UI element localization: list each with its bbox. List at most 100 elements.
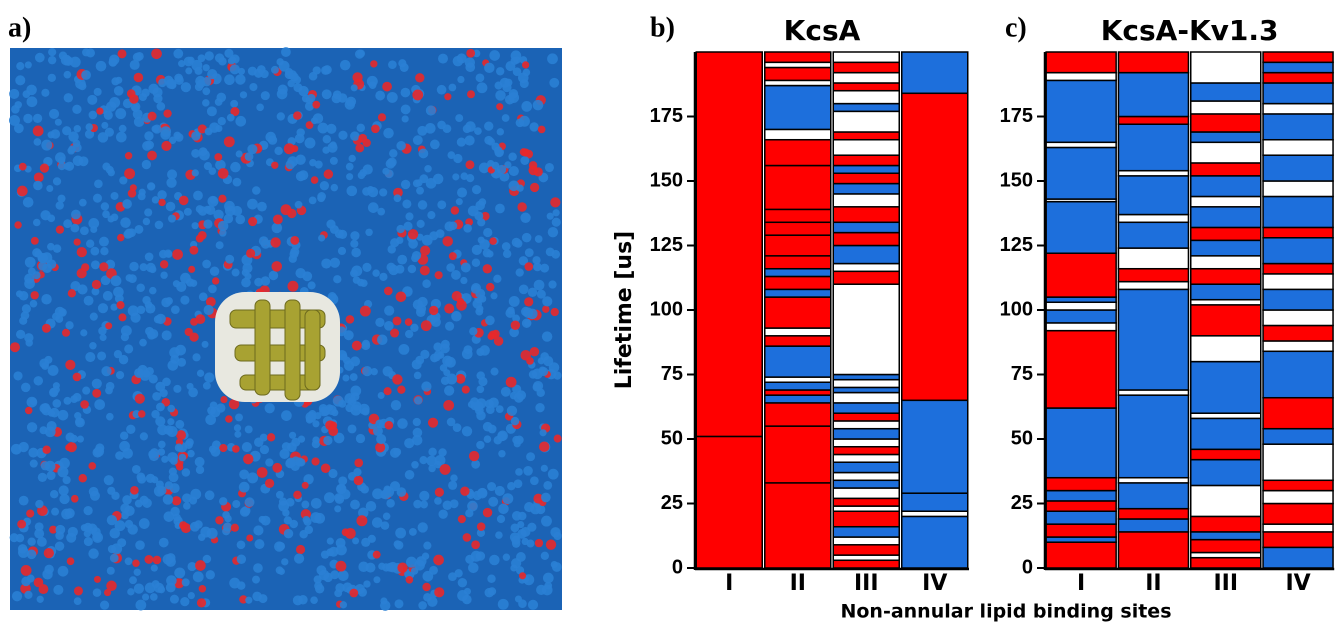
lipid-bead xyxy=(484,121,494,131)
lipid-bead xyxy=(72,155,84,167)
lipid-bead xyxy=(51,507,60,516)
lipid-bead xyxy=(490,367,499,376)
lipid-bead xyxy=(192,571,204,583)
lipid-bead xyxy=(193,190,203,201)
lipid-bead xyxy=(184,440,193,449)
lipid-bead xyxy=(418,601,427,610)
lifetime-segment xyxy=(832,71,900,84)
lipid-bead xyxy=(443,399,455,411)
lipid-bead xyxy=(205,570,215,580)
lipid-bead xyxy=(196,598,207,608)
lipid-bead xyxy=(484,587,495,598)
lipid-bead xyxy=(156,402,165,412)
lipid-bead xyxy=(94,179,103,189)
lipid-bead xyxy=(88,548,99,559)
lipid-bead xyxy=(244,152,254,161)
lifetime-segment xyxy=(1262,288,1334,311)
lipid-bead xyxy=(543,481,553,490)
lipid-bead xyxy=(34,52,45,63)
lipid-bead xyxy=(337,246,347,256)
lipid-bead xyxy=(88,110,98,120)
lipid-bead xyxy=(342,582,353,593)
lipid-bead xyxy=(485,282,495,292)
lipid-bead xyxy=(326,548,335,557)
lipid-bead xyxy=(530,503,542,515)
lipid-bead xyxy=(349,588,359,598)
lipid-bead xyxy=(457,75,465,84)
lipid-bead xyxy=(43,547,54,559)
lipid-bead xyxy=(382,563,391,572)
lipid-bead xyxy=(383,127,394,139)
lipid-bead xyxy=(358,587,367,597)
lifetime-segment xyxy=(1262,82,1334,105)
lipid-bead xyxy=(329,257,341,268)
lipid-bead xyxy=(217,220,229,232)
lipid-bead xyxy=(88,462,97,470)
lipid-bead xyxy=(177,357,187,367)
lipid-bead xyxy=(122,199,132,209)
lipid-bead xyxy=(464,135,475,146)
lifetime-segment xyxy=(832,420,900,430)
lipid-bead xyxy=(476,385,485,394)
lipid-bead xyxy=(502,553,511,561)
lipid-bead xyxy=(438,509,448,519)
lipid-bead xyxy=(283,143,295,155)
lipid-bead xyxy=(92,531,104,543)
lipid-bead xyxy=(482,264,493,274)
lifetime-segment xyxy=(1045,79,1117,144)
lipid-bead xyxy=(397,254,408,265)
lipid-bead xyxy=(235,150,243,158)
lipid-bead xyxy=(92,388,102,398)
lipid-bead xyxy=(197,206,208,216)
lipid-bead xyxy=(203,162,213,171)
lipid-bead xyxy=(17,519,27,529)
lipid-bead xyxy=(85,123,93,131)
lipid-bead xyxy=(129,184,137,192)
lipid-bead xyxy=(400,104,411,115)
lipid-bead xyxy=(304,525,314,535)
lifetime-segment xyxy=(695,51,763,438)
lipid-bead xyxy=(334,505,342,513)
lipid-bead xyxy=(380,521,390,530)
lipid-bead xyxy=(252,575,260,584)
lipid-bead xyxy=(124,344,134,354)
lipid-bead xyxy=(551,249,561,259)
lipid-bead xyxy=(353,475,364,486)
lipid-bead xyxy=(110,303,118,311)
lifetime-segment xyxy=(764,128,832,141)
lipid-bead xyxy=(303,474,314,485)
lipid-bead xyxy=(180,82,192,93)
lipid-bead xyxy=(527,599,539,610)
lipid-bead xyxy=(395,527,407,539)
lifetime-segment xyxy=(1117,169,1190,177)
lipid-bead xyxy=(136,472,146,482)
lipid-bead xyxy=(46,471,56,481)
lipid-bead xyxy=(26,509,35,518)
lipid-bead xyxy=(166,425,178,437)
lipid-bead xyxy=(181,578,190,587)
lipid-bead xyxy=(58,485,69,496)
lipid-bead xyxy=(553,371,562,380)
lipid-bead xyxy=(118,313,127,322)
lipid-bead xyxy=(322,146,330,154)
lifetime-segment xyxy=(1117,267,1190,283)
lifetime-segment xyxy=(1045,322,1117,332)
lipid-bead xyxy=(155,381,166,392)
lifetime-segment xyxy=(832,182,900,195)
lipid-bead xyxy=(46,184,54,193)
lipid-bead xyxy=(235,214,246,225)
lipid-bead xyxy=(98,236,109,247)
lifetime-segment xyxy=(764,66,832,82)
lipid-bead xyxy=(401,115,409,123)
x-tick-label: IV xyxy=(922,571,947,596)
lipid-bead xyxy=(342,374,350,382)
lifetime-segment xyxy=(1262,546,1334,569)
lipid-bead xyxy=(107,215,115,223)
lipid-bead xyxy=(167,214,177,223)
lipid-bead xyxy=(206,106,217,117)
y-axis-label: Lifetime [us] xyxy=(612,231,637,389)
lipid-bead xyxy=(308,71,318,81)
lipid-bead xyxy=(506,405,518,416)
lipid-bead xyxy=(392,316,402,326)
lipid-bead xyxy=(526,452,536,462)
